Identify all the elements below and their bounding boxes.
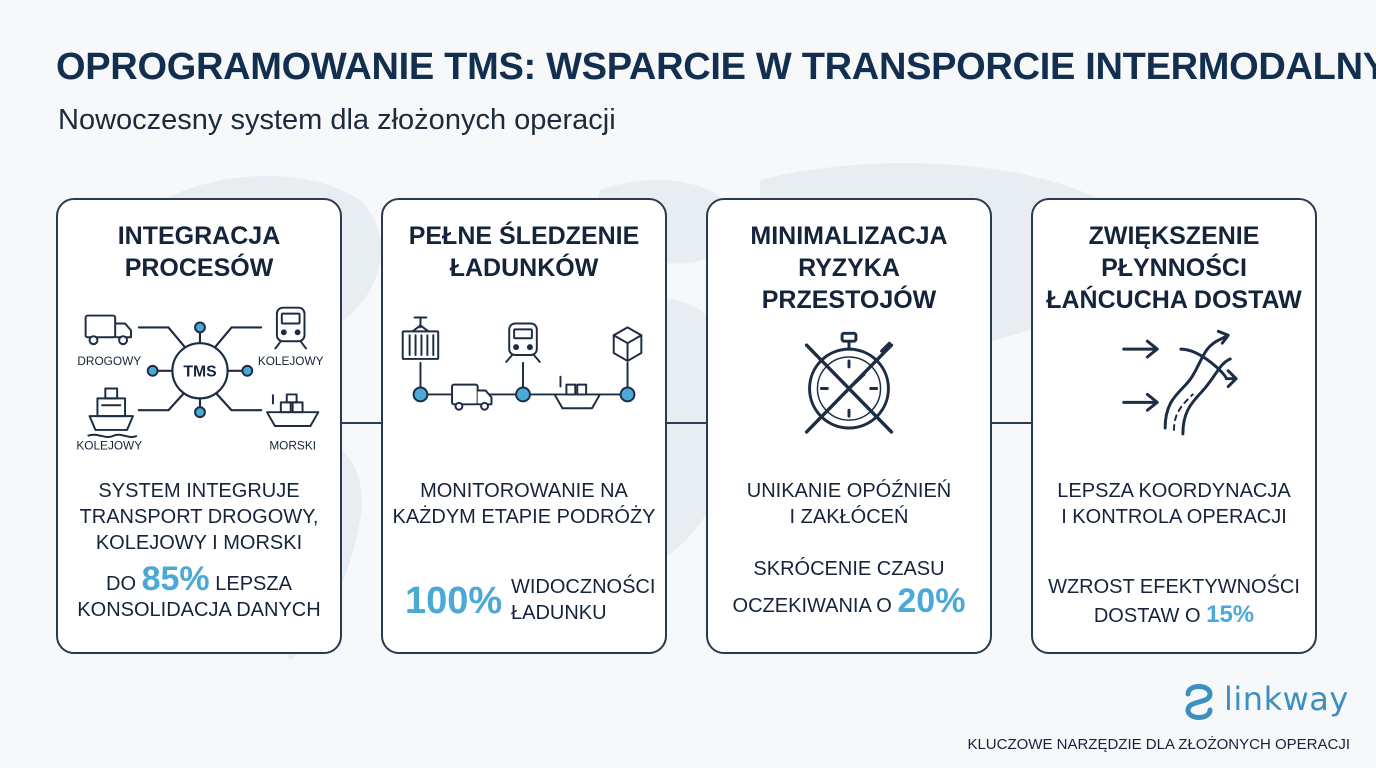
card-supply-chain-flow: ZWIĘKSZENIE PŁYNNOŚCI ŁAŃCUCHA DOSTAW LE… (1031, 198, 1317, 654)
cargo-ship-icon (266, 393, 320, 427)
mode-label-rail-2: KOLEJOWY (76, 439, 142, 453)
package-icon (612, 326, 643, 362)
card-stat: DO 85% LEPSZA KONSOLIDACJA DANYCH (77, 560, 321, 621)
card-downtime-risk: MINIMALIZACJA RYZYKA PRZESTOJÓW UNIKANIE… (706, 198, 992, 654)
truck-icon (84, 314, 132, 346)
page-subtitle: Nowoczesny system dla złożonych operacji (58, 104, 616, 136)
cargo-ship-icon (553, 375, 601, 410)
page-title: OPROGRAMOWANIE TMS: WSPARCIE W TRANSPORC… (56, 46, 1376, 88)
link-wave-icon (1185, 684, 1213, 720)
card-stat: 100% WIDOCZNOŚCI ŁADUNKU (405, 576, 656, 624)
card-connector (992, 422, 1034, 424)
stat-value: 100% (405, 580, 503, 622)
card-cargo-tracking: PEŁNE ŚLEDZENIE ŁADUNKÓW (381, 198, 667, 654)
card-stat: WZROST EFEKTYWNOŚCI DOSTAW O 15% (1048, 576, 1300, 628)
card-stat: SKRÓCENIE CZASU OCZEKIWANIA O 20% (732, 558, 966, 620)
card-description: MONITOROWANIE NA KAŻDYM ETAPIE PODRÓŻY (392, 480, 656, 528)
truck-icon (451, 383, 493, 411)
card-connector (342, 422, 384, 424)
card-title: ZWIĘKSZENIE PŁYNNOŚCI ŁAŃCUCHA DOSTAW (1046, 222, 1302, 314)
mode-label-road: DROGOWY (77, 354, 141, 368)
ship-icon (87, 387, 138, 438)
card-description: LEPSZA KOORDYNACJA I KONTROLA OPERACJI (1057, 480, 1291, 528)
mode-label-sea: MORSKI (269, 439, 316, 453)
train-icon (505, 322, 541, 363)
card-process-integration: INTEGRACJA PROCESÓW (56, 198, 342, 654)
card-title: PEŁNE ŚLEDZENIE ŁADUNKÓW (408, 222, 640, 282)
card-title: INTEGRACJA PROCESÓW (117, 222, 281, 282)
stat-value: 20% (897, 582, 966, 620)
mode-label-rail: KOLEJOWY (258, 354, 324, 368)
card-description: UNIKANIE OPÓŹNIEŃ I ZAKŁÓCEŃ (746, 480, 952, 528)
train-icon (274, 306, 308, 350)
tms-hub-label: TMS (183, 364, 216, 381)
card-description: SYSTEM INTEGRUJE TRANSPORT DROGOWY, KOLE… (79, 480, 319, 554)
stat-value: 85% (141, 560, 210, 598)
container-crane-icon (401, 316, 440, 360)
stat-value: 15% (1206, 601, 1255, 628)
card-title: MINIMALIZACJA RYZYKA PRZESTOJÓW (750, 222, 948, 314)
brand-logo: linkway (1180, 680, 1350, 724)
footer-tagline: KLUCZOWE NARZĘDZIE DLA ZŁOŻONYCH OPERACJ… (967, 736, 1350, 753)
card-connector (667, 422, 709, 424)
brand-name: linkway (1224, 680, 1349, 718)
